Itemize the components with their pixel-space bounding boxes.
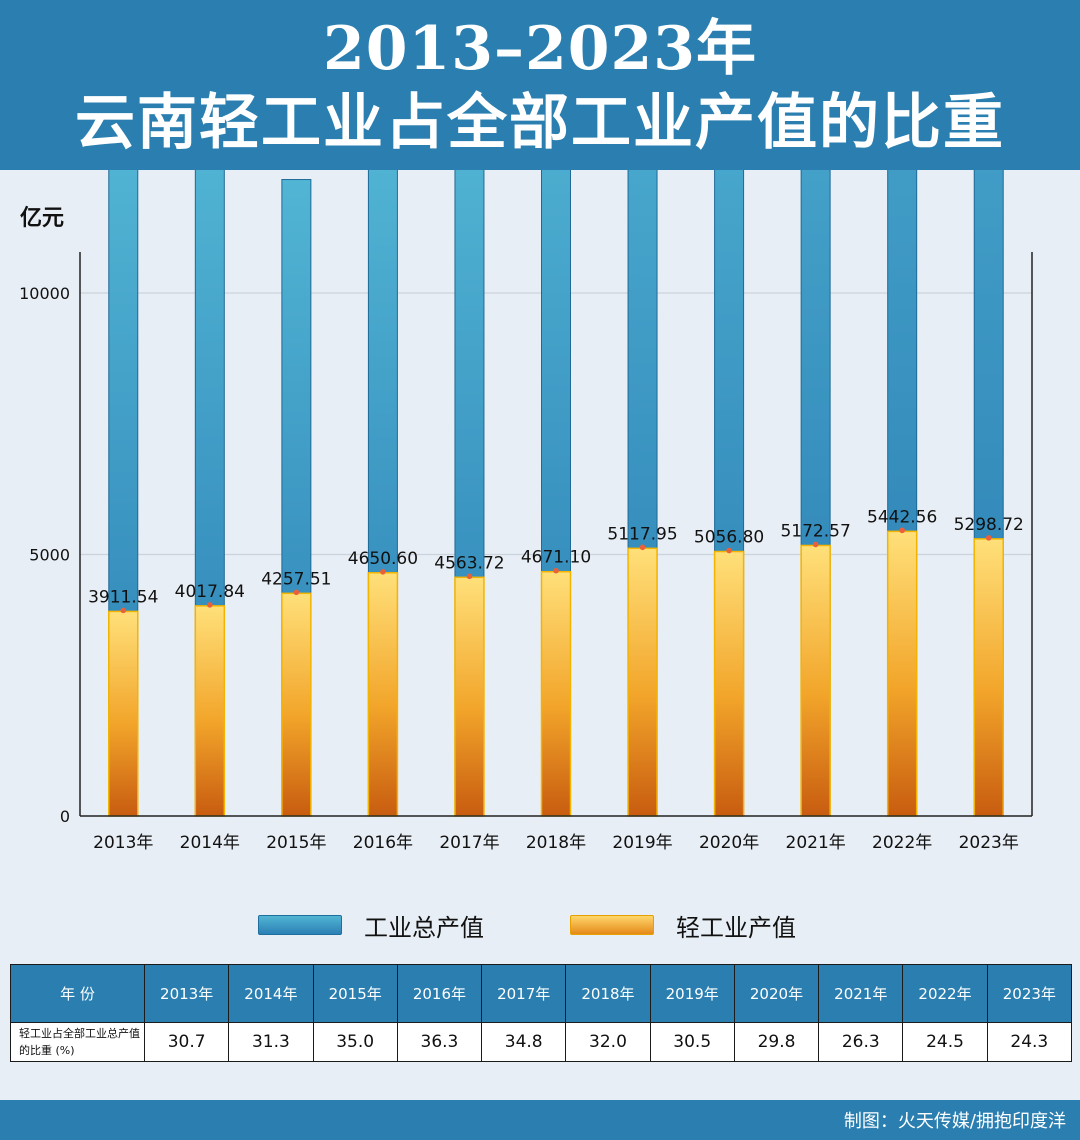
- table-value-cell: 31.3: [228, 1022, 314, 1062]
- x-tick-label: 2014年: [180, 833, 240, 853]
- table-value-cell: 29.8: [733, 1022, 820, 1062]
- table-value-cell: 24.5: [902, 1022, 988, 1062]
- y-tick-label: 0: [60, 807, 70, 826]
- legend-item-light: 轻工业产值: [570, 905, 796, 945]
- y-tick-label: 10000: [19, 284, 70, 303]
- footer-bar: 制图：火天传媒/拥抱印度洋: [0, 1100, 1080, 1140]
- light-industry-bar: [108, 610, 139, 817]
- legend-item-total: 工业总产值: [258, 905, 484, 945]
- light-industry-bar: [627, 547, 658, 817]
- light-industry-marker: [207, 602, 213, 608]
- x-tick-label: 2017年: [439, 833, 499, 853]
- table-value-cell: 34.8: [481, 1022, 567, 1062]
- light-industry-bar: [454, 576, 485, 817]
- table-row-label: 轻工业占全部工业总产值的比重 (%): [10, 1022, 145, 1062]
- light-industry-marker: [553, 567, 559, 574]
- y-tick-label: 5000: [29, 546, 70, 565]
- table-value-row: 轻工业占全部工业总产值的比重 (%) 30.7 31.3 35.0 36.3 3…: [10, 1022, 1073, 1062]
- title-line-1: 2013–2023年: [323, 14, 757, 84]
- table-value-cell: 30.5: [649, 1022, 735, 1062]
- light-value-label: 5056.80: [694, 528, 764, 548]
- light-industry-bar: [194, 605, 226, 817]
- table-value-cell: 30.7: [143, 1022, 230, 1062]
- light-industry-bar: [973, 538, 1004, 817]
- title-line-2: 云南轻工业占全部工业产值的比重: [75, 88, 1005, 158]
- chart-legend: 工业总产值 轻工业产值: [0, 905, 1080, 945]
- light-industry-bar: [281, 592, 312, 817]
- x-tick-label: 2021年: [786, 833, 846, 853]
- light-industry-bar: [886, 530, 918, 817]
- table-value-cell: 36.3: [396, 1022, 483, 1062]
- light-value-label: 5172.57: [780, 521, 850, 541]
- total-value-label: 12169.67: [256, 170, 337, 175]
- legend-swatch-total: [258, 915, 342, 935]
- x-tick-label: 2019年: [612, 833, 672, 853]
- light-industry-bar: [800, 544, 831, 817]
- light-industry-marker: [726, 547, 732, 554]
- table-value-cell: 35.0: [312, 1022, 398, 1062]
- x-tick-label: 2016年: [353, 833, 413, 853]
- light-value-label: 4671.10: [521, 548, 591, 568]
- light-industry-marker: [120, 607, 127, 614]
- table-year-cell: 2017年: [481, 964, 567, 1023]
- table-year-cell: 2016年: [396, 964, 483, 1023]
- light-value-label: 4563.72: [434, 553, 504, 573]
- table-value-cell: 24.3: [986, 1022, 1073, 1062]
- x-tick-label: 2023年: [959, 833, 1019, 853]
- x-tick-label: 2013年: [93, 833, 153, 853]
- bar-chart: 12756.983911.5412840.644017.8412169.6742…: [19, 170, 1033, 853]
- footer-credit: 制图：火天传媒/拥抱印度洋: [843, 1111, 1066, 1132]
- table-value-cell: 32.0: [565, 1022, 651, 1062]
- table-year-cell: 2013年: [143, 964, 230, 1023]
- x-tick-label: 2022年: [872, 833, 932, 853]
- light-industry-bar: [367, 572, 399, 817]
- table-year-cell: 2023年: [986, 964, 1073, 1023]
- light-industry-marker: [466, 573, 473, 580]
- legend-label-light: 轻工业产值: [676, 913, 796, 942]
- x-tick-label: 2018年: [526, 833, 586, 853]
- light-value-label: 5442.56: [867, 507, 937, 527]
- y-axis-unit-label: 亿元: [20, 206, 65, 231]
- light-industry-marker: [985, 535, 992, 541]
- light-industry-marker: [380, 568, 386, 575]
- light-industry-marker: [293, 589, 300, 596]
- chart-area: 亿元 12756.983911.5412840.644017.8412169.6…: [0, 170, 1080, 950]
- table-header-label: 年 份: [10, 964, 145, 1023]
- light-value-label: 4257.51: [261, 569, 331, 589]
- header-banner: 2013–2023年 云南轻工业占全部工业产值的比重: [0, 0, 1080, 170]
- table-header-row: 年 份 2013年 2014年 2015年 2016年 2017年 2018年 …: [10, 964, 1073, 1023]
- table-value-cell: 26.3: [818, 1022, 904, 1062]
- table-year-cell: 2015年: [312, 964, 398, 1023]
- table-year-cell: 2019年: [649, 964, 735, 1023]
- light-industry-bar: [713, 550, 745, 817]
- light-industry-marker: [812, 541, 819, 548]
- light-value-label: 4650.60: [348, 549, 418, 569]
- table-year-cell: 2014年: [228, 964, 314, 1023]
- table-year-cell: 2018年: [565, 964, 651, 1023]
- table-year-cell: 2021年: [818, 964, 904, 1023]
- legend-label-total: 工业总产值: [364, 913, 484, 942]
- light-value-label: 5298.72: [954, 515, 1024, 535]
- table-year-cell: 2020年: [733, 964, 820, 1023]
- light-industry-bar: [540, 570, 572, 817]
- light-value-label: 4017.84: [175, 582, 245, 602]
- share-table: 年 份 2013年 2014年 2015年 2016年 2017年 2018年 …: [10, 964, 1073, 1062]
- table-year-cell: 2022年: [902, 964, 988, 1023]
- light-value-label: 3911.54: [88, 587, 158, 607]
- light-industry-marker: [639, 544, 646, 551]
- legend-swatch-light: [570, 915, 654, 935]
- light-value-label: 5117.95: [607, 524, 677, 544]
- light-industry-marker: [899, 527, 905, 534]
- x-tick-label: 2015年: [266, 833, 326, 853]
- x-tick-label: 2020年: [699, 833, 759, 853]
